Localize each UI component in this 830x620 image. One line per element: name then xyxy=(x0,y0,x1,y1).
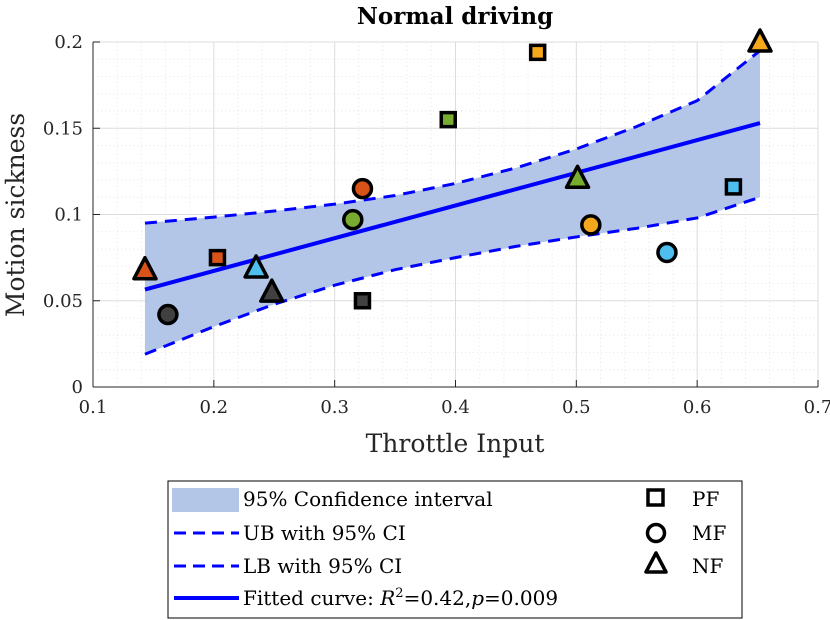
marker-mf xyxy=(580,214,602,236)
marker-mf xyxy=(656,241,678,264)
legend-lb-label: LB with 95% CI xyxy=(243,554,402,578)
marker-nf xyxy=(747,28,773,53)
marker-pf xyxy=(528,43,547,62)
legend-r2-exp: 2 xyxy=(395,586,403,601)
marker-mf xyxy=(157,303,179,326)
legend-r2-symbol: R xyxy=(379,586,395,610)
y-tick-label: 0.15 xyxy=(43,118,83,139)
x-tick-label: 0.2 xyxy=(200,397,229,418)
fitted-curve-layer xyxy=(144,121,761,292)
x-tick-label: 0.5 xyxy=(562,397,591,418)
x-tick-label: 0.3 xyxy=(320,397,349,418)
y-tick-label: 0 xyxy=(72,377,83,398)
legend-mf-label: MF xyxy=(692,521,726,545)
marker-pf xyxy=(724,178,743,196)
marker-pf xyxy=(353,292,372,310)
legend-p-symbol: p xyxy=(471,586,484,610)
legend-nf-label: NF xyxy=(692,554,724,578)
x-tick-label: 0.7 xyxy=(804,397,830,418)
legend-mf-marker xyxy=(645,522,667,544)
lower-bound-line xyxy=(144,195,761,356)
marker-pf xyxy=(208,248,227,267)
marker-pf xyxy=(439,110,457,129)
y-tick-label: 0.1 xyxy=(54,205,83,226)
chart-title: Normal driving xyxy=(357,3,553,30)
y-tick-label: 0.05 xyxy=(43,291,83,312)
confidence-band xyxy=(144,49,761,356)
axes: 0.1 0.2 0.3 0.4 0.5 0.6 0.7 0 0.05 0.1 0.15 0.2 xyxy=(43,32,830,418)
legend-band-label: 95% Confidence interval xyxy=(243,487,493,511)
marker-mf xyxy=(351,177,374,200)
marker-mf xyxy=(342,208,364,231)
marker-nf xyxy=(259,278,285,303)
x-tick-label: 0.4 xyxy=(441,397,470,418)
legend-fit-text: Fitted curve: xyxy=(243,586,380,610)
legend-ub-label: UB with 95% CI xyxy=(243,521,406,545)
legend: 95% Confidence interval UB with 95% CI L… xyxy=(167,480,743,619)
legend-pf-marker xyxy=(646,488,665,507)
fitted-curve xyxy=(144,121,761,292)
y-tick-label: 0.2 xyxy=(54,32,83,53)
legend-nf-marker xyxy=(644,551,668,574)
y-axis-label: Motion sickness xyxy=(1,113,30,317)
x-axis-label: Throttle Input xyxy=(366,429,545,458)
x-tick-label: 0.6 xyxy=(683,397,712,418)
legend-r2-value: =0.42, xyxy=(404,586,472,610)
x-tick-label: 0.1 xyxy=(79,397,108,418)
marker-nf xyxy=(564,164,591,190)
marker-nf xyxy=(132,255,158,281)
legend-fit-label: Fitted curve: R2=0.42,p=0.009 xyxy=(243,586,558,610)
legend-p-value: =0.009 xyxy=(484,586,558,610)
marker-nf xyxy=(243,254,269,279)
upper-bound-line xyxy=(144,49,761,225)
data-markers xyxy=(132,28,773,326)
legend-pf-label: PF xyxy=(692,487,719,511)
legend-band-swatch xyxy=(172,488,239,512)
confidence-band-area xyxy=(144,50,761,355)
